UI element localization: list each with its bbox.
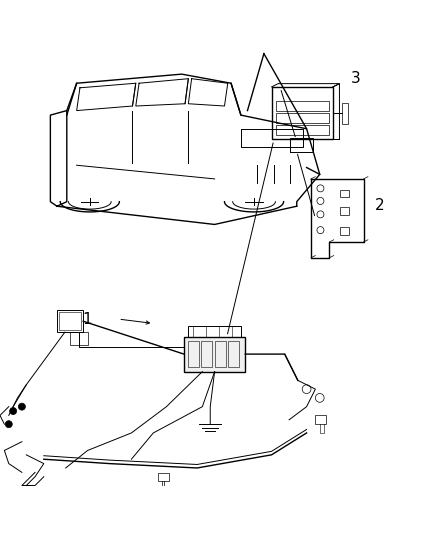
Bar [340,207,349,215]
Circle shape [10,408,17,415]
Bar [184,336,245,372]
Bar [340,227,349,235]
Circle shape [5,421,12,427]
Bar [59,312,81,330]
Bar [201,341,212,367]
Bar [276,101,328,110]
Bar [342,103,348,124]
Bar [188,326,241,336]
Bar [57,310,83,332]
Bar [276,125,328,135]
Text: 2: 2 [374,198,384,213]
Bar [272,87,333,140]
Bar [215,341,226,367]
Bar [228,341,239,367]
Circle shape [18,403,25,410]
Bar [340,190,349,197]
Bar [276,113,328,123]
Text: 1: 1 [83,312,92,327]
Bar [188,341,199,367]
Bar [70,332,88,345]
Bar [315,415,326,424]
Bar [158,473,169,481]
Text: 3: 3 [350,71,360,86]
